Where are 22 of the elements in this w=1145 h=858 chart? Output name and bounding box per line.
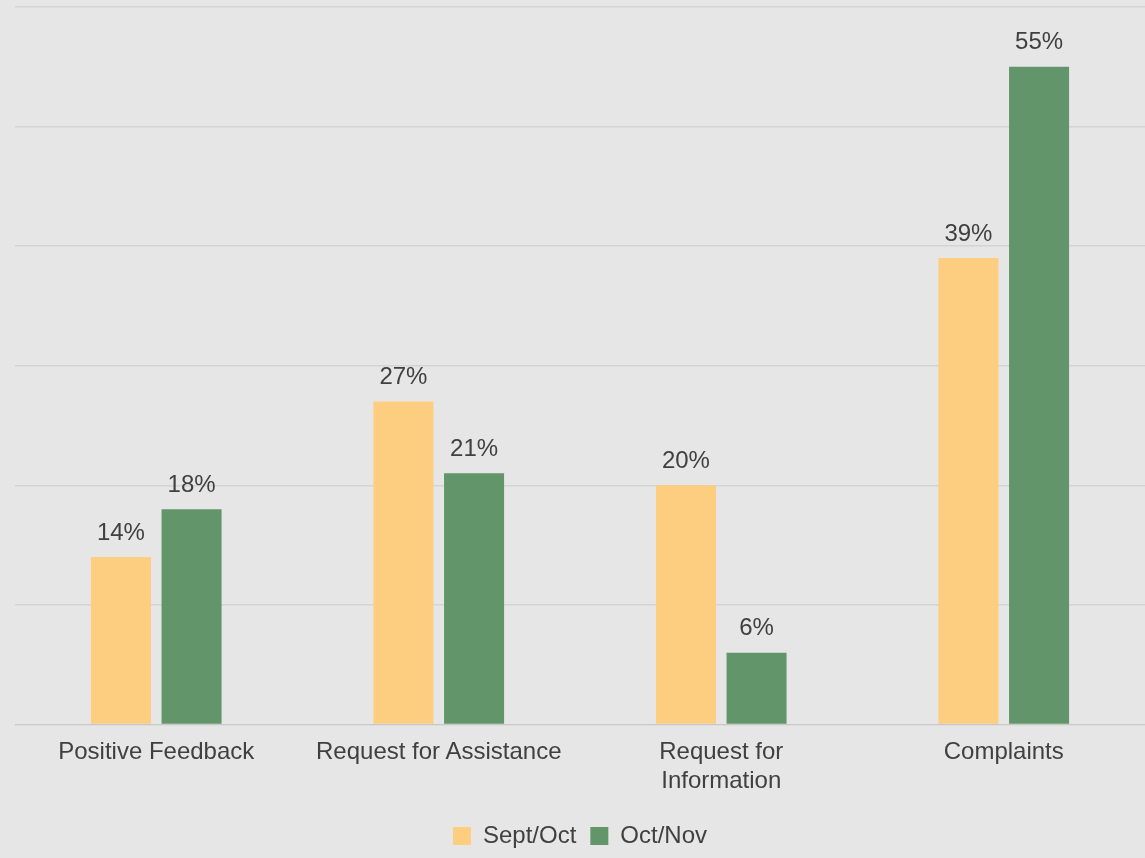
- bar: [938, 258, 999, 724]
- x-tick-label: Request for Assistance: [316, 737, 562, 765]
- legend-label: Sept/Oct: [482, 820, 577, 848]
- data-label: 55%: [1015, 27, 1064, 55]
- bar: [1009, 66, 1070, 724]
- bar: [726, 652, 787, 724]
- legend-label: Oct/Nov: [620, 820, 708, 848]
- x-tick-label: Complaints: [943, 737, 1064, 765]
- data-label: 14%: [96, 517, 145, 545]
- bar: [655, 485, 716, 724]
- data-label: 20%: [661, 445, 710, 473]
- data-label: 6%: [739, 613, 774, 641]
- data-label: 27%: [379, 362, 428, 390]
- x-tick-label: Request for Information: [659, 737, 784, 794]
- bar: [444, 473, 505, 724]
- bar: [373, 401, 434, 724]
- data-label: 18%: [167, 469, 216, 497]
- data-label: 21%: [450, 433, 499, 461]
- data-label: 39%: [944, 218, 993, 246]
- bar: [90, 557, 151, 724]
- x-tick-label: Positive Feedback: [58, 737, 256, 765]
- bar: [161, 509, 222, 724]
